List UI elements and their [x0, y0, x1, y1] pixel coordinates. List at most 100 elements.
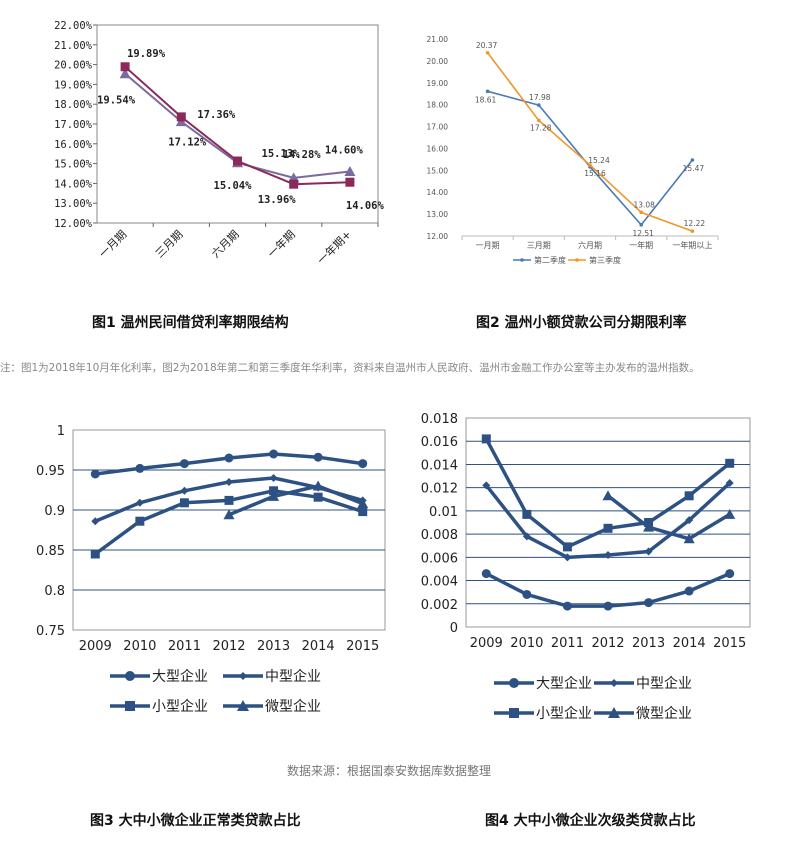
chart-3-legend-marker — [125, 671, 135, 681]
chart-4-series-0-point — [522, 589, 532, 599]
chart-3-x-tick-label: 2012 — [212, 639, 245, 654]
chart-4-series-3-point — [683, 533, 695, 544]
chart-4-series-2-point — [603, 523, 613, 533]
chart-1-y-tick-label: 21.00% — [54, 40, 93, 52]
chart-3-x-tick-label: 2013 — [257, 639, 290, 654]
chart-3-series-0-point — [135, 463, 145, 473]
chart-1-y-tick-label: 22.00% — [54, 20, 93, 32]
chart-3-series-1-point — [91, 517, 100, 526]
chart-2-y-tick-label: 18.00 — [427, 101, 449, 110]
chart-4-x-tick-label: 2015 — [713, 636, 746, 651]
chart-3-y-tick-label: 0.75 — [36, 624, 65, 639]
chart-4-legend-label: 微型企业 — [636, 705, 692, 722]
chart-2-x-tick-label: 三月期 — [527, 241, 551, 250]
chart-1-y-tick-label: 19.00% — [54, 79, 93, 91]
chart-3-series-3-point — [223, 509, 235, 520]
chart-4-series-0-point — [725, 569, 735, 579]
chart-3-y-tick-label: 0.85 — [36, 544, 65, 559]
chart-3-series-1-point — [269, 474, 278, 482]
chart-4-x-tick-label: 2011 — [551, 636, 584, 651]
chart-3-series-3-line — [228, 484, 364, 517]
chart-3-series-0-point — [313, 452, 323, 462]
chart-1-y-tick-label: 18.00% — [54, 99, 93, 111]
chart-3-series-0-point — [179, 459, 189, 469]
chart-2-y-tick-label: 14.00 — [427, 188, 449, 197]
chart-4-y-tick-label: 0.016 — [421, 435, 458, 450]
chart-1-y-tick-label: 20.00% — [54, 60, 93, 72]
chart-4-series-2-point — [725, 458, 735, 468]
chart-1-series-1-point — [345, 177, 355, 187]
chart-2-series-1-point — [537, 118, 541, 123]
chart-1-y-tick-label: 14.00% — [54, 178, 93, 190]
chart-1-y-tick-label: 17.00% — [54, 119, 93, 131]
chart-2-y-tick-label: 19.00 — [427, 79, 449, 88]
chart-1-y-tick-label: 15.00% — [54, 159, 93, 171]
chart-1-series-0-point — [344, 166, 356, 177]
chart-4-legend-label: 大型企业 — [536, 675, 592, 692]
chart-4-y-tick-label: 0.012 — [421, 482, 458, 497]
chart-4-y-tick-label: 0.01 — [429, 505, 458, 520]
chart-3-caption: 图3 大中小微企业正常类贷款占比 — [90, 813, 301, 829]
chart-2-series-0-point — [690, 158, 695, 162]
chart-4-legend-marker — [610, 679, 618, 687]
chart-1-caption: 图1 温州民间借贷利率期限结构 — [92, 315, 289, 331]
chart-3-series-3-point — [312, 480, 324, 491]
chart-3-y-tick-label: 0.9 — [44, 504, 65, 519]
chart-3-series-1-point — [135, 498, 144, 507]
chart-2-series-0-point — [485, 89, 490, 94]
chart-4-series-2-point — [522, 509, 532, 519]
data-source: 数据来源：根据国泰安数据库数据整理 — [287, 764, 492, 778]
chart-3-x-tick-label: 2009 — [79, 639, 112, 654]
chart-3-series-1-point — [225, 478, 233, 486]
chart-4-x-tick-label: 2014 — [673, 636, 706, 651]
chart-1-series-1-point — [289, 179, 299, 189]
chart-2-y-tick-label: 13.00 — [427, 210, 449, 219]
chart-1-data-label: 14.60% — [325, 145, 364, 157]
chart-3-legend-marker — [237, 700, 249, 711]
chart-4-series-3-line — [606, 494, 731, 541]
chart-1-data-label: 19.89% — [127, 48, 166, 60]
chart-4-x-tick-label: 2013 — [632, 636, 665, 651]
chart-4-legend-marker — [509, 708, 519, 718]
chart-3-x-tick-label: 2014 — [302, 639, 335, 654]
chart-3-plot-frame — [72, 429, 386, 631]
chart-4-legend-marker — [509, 678, 519, 688]
chart-2-data-label: 20.37 — [476, 41, 498, 50]
chart-2-series-1-point — [639, 210, 643, 215]
chart-2-y-tick-label: 15.00 — [427, 166, 449, 175]
chart-4-series-0-point — [562, 601, 572, 611]
chart-2-data-label: 15.24 — [588, 156, 610, 165]
chart-4-series-1-point — [725, 479, 734, 488]
chart-2-data-label: 15.47 — [683, 164, 705, 173]
chart-4-series-1-point — [604, 551, 612, 560]
chart-4-x-tick-label: 2009 — [470, 636, 503, 651]
chart-3-x-tick-label: 2015 — [346, 639, 379, 654]
chart-3-legend-label: 大型企业 — [152, 668, 208, 685]
chart-4-series-2-point — [684, 491, 694, 501]
chart-3-x-tick-label: 2010 — [123, 639, 156, 654]
chart-4-y-tick-label: 0.018 — [421, 412, 458, 427]
chart-4-legend-label: 小型企业 — [536, 705, 592, 722]
chart-4-series-0-point — [603, 601, 613, 611]
chart-1-y-tick-label: 16.00% — [54, 139, 93, 151]
chart-3-series-2-point — [135, 516, 145, 526]
chart-2-x-tick-label: 六月期 — [578, 240, 602, 250]
chart-2-data-label: 17.28 — [530, 123, 552, 132]
chart-1-data-label: 17.12% — [168, 137, 207, 149]
chart-1-data-label: 14.06% — [346, 200, 385, 212]
chart-4-y-tick-label: 0.014 — [421, 458, 458, 473]
chart-4-legend-marker — [608, 707, 620, 718]
chart-2-data-label: 18.61 — [475, 95, 497, 104]
chart-4-series-1-point — [482, 481, 491, 490]
chart-3-series-0-point — [224, 453, 234, 463]
chart-1-series-1-point — [176, 112, 186, 122]
chart-2-data-label: 12.51 — [632, 229, 654, 238]
chart-4-x-tick-label: 2012 — [591, 636, 624, 651]
chart-4-series-0-point — [644, 598, 654, 608]
chart-2-y-tick-label: 17.00 — [427, 123, 449, 132]
chart-3-legend-marker — [239, 672, 247, 680]
chart-3-series-0-point — [269, 449, 279, 459]
chart-2-series-1-point — [485, 50, 490, 55]
